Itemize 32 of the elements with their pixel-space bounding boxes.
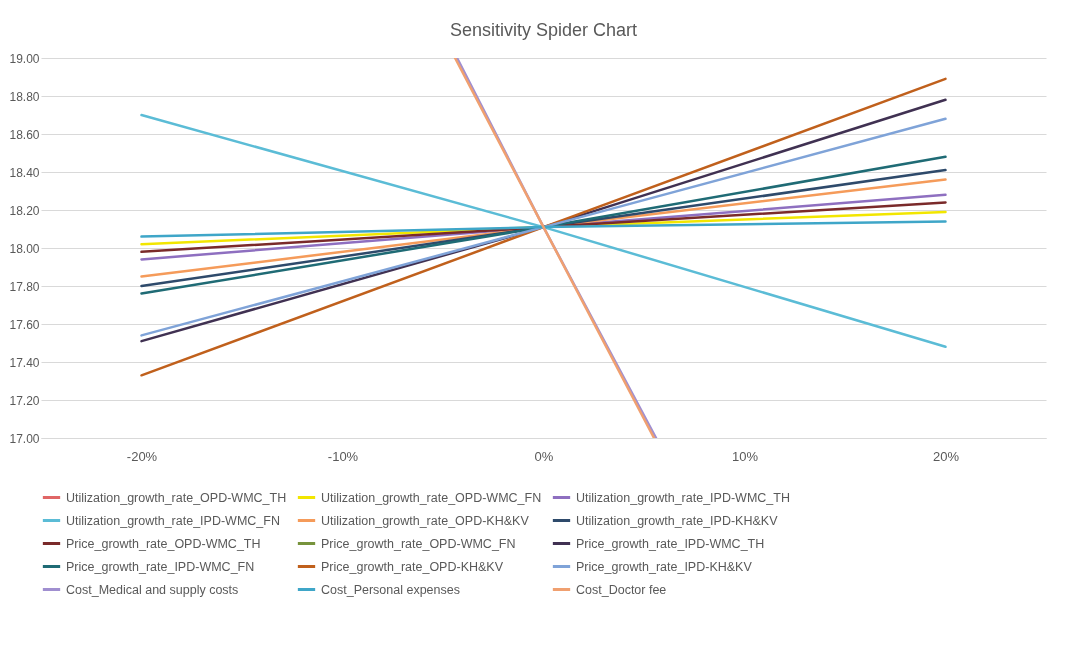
legend-label: Utilization_growth_rate_OPD-WMC_TH — [66, 490, 287, 505]
y-tick-label: 18.00 — [9, 241, 40, 256]
y-tick-label: 17.40 — [9, 355, 40, 370]
legend-label: Utilization_growth_rate_OPD-KH&KV — [321, 513, 530, 528]
y-tick-label: 17.60 — [9, 317, 40, 332]
x-tick-label: -10% — [327, 448, 359, 464]
legend-label: Utilization_growth_rate_OPD-WMC_FN — [321, 490, 542, 505]
legend-label: Cost_Medical and supply costs — [66, 582, 239, 597]
y-tick-label: 18.20 — [9, 203, 40, 218]
legend-label: Utilization_growth_rate_IPD-KH&KV — [576, 513, 779, 528]
legend-label: Price_growth_rate_IPD-WMC_TH — [576, 536, 765, 551]
legend-label: Utilization_growth_rate_IPD-WMC_TH — [576, 490, 790, 505]
legend-label: Cost_Doctor fee — [576, 582, 667, 597]
chart-title: Sensitivity Spider Chart — [449, 20, 638, 40]
x-tick-label: 10% — [731, 448, 759, 464]
y-tick-label: 18.80 — [9, 89, 40, 104]
y-tick-label: 18.60 — [9, 127, 40, 142]
legend-label: Price_growth_rate_OPD-KH&KV — [321, 559, 504, 574]
legend-label: Price_growth_rate_OPD-WMC_TH — [66, 536, 261, 551]
legend-label: Utilization_growth_rate_IPD-WMC_FN — [66, 513, 280, 528]
legend-label: Price_growth_rate_OPD-WMC_FN — [321, 536, 516, 551]
x-tick-label: 0% — [534, 448, 554, 464]
y-tick-label: 17.00 — [9, 431, 40, 446]
legend-label: Price_growth_rate_IPD-WMC_FN — [66, 559, 255, 574]
x-tick-label: 20% — [932, 448, 960, 464]
y-tick-label: 17.20 — [9, 393, 40, 408]
legend-label: Price_growth_rate_IPD-KH&KV — [576, 559, 753, 574]
legend-label: Cost_Personal expenses — [321, 582, 460, 597]
x-tick-label: -20% — [126, 448, 158, 464]
y-tick-label: 18.40 — [9, 165, 40, 180]
y-tick-label: 19.00 — [9, 51, 40, 66]
y-tick-label: 17.80 — [9, 279, 40, 294]
